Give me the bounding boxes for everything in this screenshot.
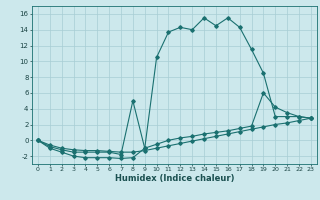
X-axis label: Humidex (Indice chaleur): Humidex (Indice chaleur) bbox=[115, 174, 234, 183]
